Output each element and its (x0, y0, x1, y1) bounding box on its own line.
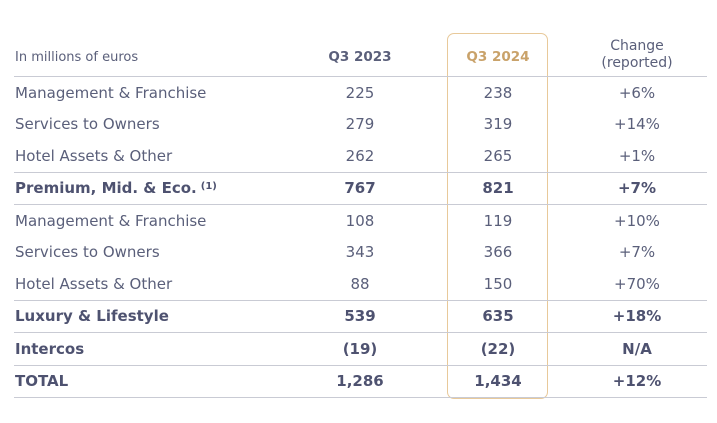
row-change: +1% (618, 146, 656, 165)
row-label: Luxury & Lifestyle (15, 307, 169, 326)
row-q3-2024: 265 (483, 146, 513, 165)
total-row: TOTAL 1,286 1,434 +12% (14, 366, 707, 398)
row-change: +12% (612, 372, 662, 391)
row-label: Intercos (15, 339, 85, 358)
table-row: Management & Franchise 225 238 +6% (14, 77, 707, 109)
footnote-marker: (1) (200, 180, 217, 192)
table-row: Services to Owners 343 366 +7% (14, 237, 707, 269)
row-label: Management & Franchise (15, 83, 207, 102)
row-q3-2024: 238 (483, 83, 513, 102)
row-change: +6% (618, 83, 656, 102)
row-q3-2024: 821 (482, 179, 514, 198)
row-change: +14% (614, 115, 660, 134)
row-q3-2023: 539 (344, 307, 376, 326)
row-change: +18% (612, 307, 662, 326)
q3-2024-column-highlight (447, 33, 548, 399)
row-label: Hotel Assets & Other (15, 146, 173, 165)
table-row: Services to Owners 279 319 +14% (14, 109, 707, 141)
table-row: Hotel Assets & Other 262 265 +1% (14, 140, 707, 173)
row-label: Hotel Assets & Other (15, 274, 173, 293)
row-q3-2023: 108 (345, 211, 375, 230)
subtotal-row-premium-mid-eco: Premium, Mid. & Eco. (1) 767 821 +7% (14, 173, 707, 205)
subtotal-row-luxury-lifestyle: Luxury & Lifestyle 539 635 +18% (14, 301, 707, 333)
row-change: +7% (617, 179, 657, 198)
row-q3-2024: (22) (480, 339, 516, 358)
row-q3-2024: 319 (483, 115, 513, 134)
row-q3-2023: 343 (345, 243, 375, 262)
header-change: Change (reported) (587, 34, 687, 76)
row-q3-2024: 150 (483, 274, 513, 293)
header-units-label: In millions of euros (15, 49, 139, 65)
row-q3-2023: 88 (350, 274, 370, 293)
row-label: Premium, Mid. & Eco. (1) (15, 173, 217, 205)
row-label: Services to Owners (15, 243, 160, 262)
row-q3-2023: (19) (342, 339, 378, 358)
row-q3-2023: 225 (345, 83, 375, 102)
header-change-line1: Change (610, 38, 664, 54)
table-row: Management & Franchise 108 119 +10% (14, 205, 707, 237)
row-q3-2023: 279 (345, 115, 375, 134)
row-q3-2024: 635 (482, 307, 514, 326)
table-header: In millions of euros Q3 2023 Q3 2024 Cha… (14, 34, 707, 77)
row-q3-2024: 119 (483, 211, 513, 230)
header-change-line2: (reported) (601, 55, 673, 71)
row-label-text: Premium, Mid. & Eco. (15, 179, 197, 198)
row-change: N/A (622, 339, 652, 358)
row-q3-2023: 1,286 (336, 372, 384, 391)
table-row: Hotel Assets & Other 88 150 +70% (14, 268, 707, 301)
intercos-row: Intercos (19) (22) N/A (14, 333, 707, 366)
row-q3-2023: 767 (344, 179, 376, 198)
row-q3-2024: 1,434 (474, 372, 522, 391)
row-change: +7% (618, 243, 656, 262)
row-label: Services to Owners (15, 115, 160, 134)
row-change: +10% (614, 211, 660, 230)
row-q3-2024: 366 (483, 243, 513, 262)
header-q3-2024: Q3 2024 (466, 49, 530, 65)
row-label: Management & Franchise (15, 211, 207, 230)
row-change: +70% (614, 274, 660, 293)
revenue-table: In millions of euros Q3 2023 Q3 2024 Cha… (14, 34, 707, 398)
row-q3-2023: 262 (345, 146, 375, 165)
row-label: TOTAL (15, 372, 69, 391)
header-q3-2023: Q3 2023 (328, 49, 392, 65)
